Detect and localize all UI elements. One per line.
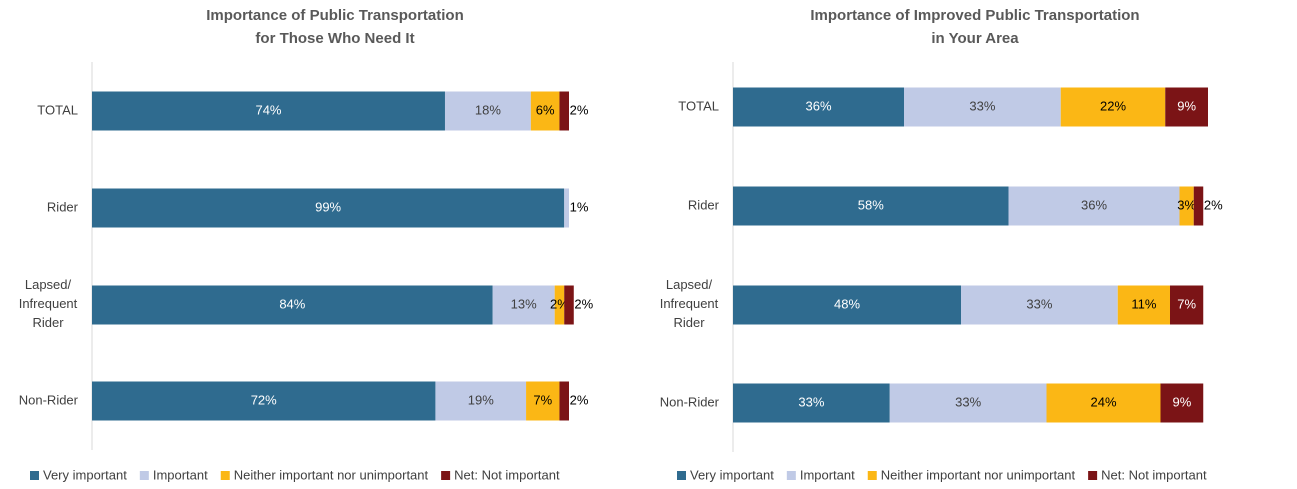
bar-segment [733, 383, 890, 423]
bar-segment [1193, 186, 1204, 226]
legend-swatch [867, 471, 877, 480]
category-label: Lapsed/Infrequent Rider [19, 277, 78, 330]
value-label: 7% [1177, 296, 1196, 311]
bar-segment [530, 91, 560, 131]
legend-label: Neither important nor unimportant [234, 467, 429, 482]
value-label: 3% [1177, 197, 1196, 212]
value-label: 11% [1131, 296, 1156, 311]
category-label: TOTAL [678, 98, 719, 113]
value-label: 2% [570, 102, 589, 117]
value-label: 13% [511, 296, 537, 311]
value-label: 19% [468, 392, 494, 407]
category-label: Non-Rider [19, 392, 79, 407]
bar-segment [559, 381, 569, 421]
category-label: Non-Rider [660, 394, 720, 409]
category-label: TOTAL [37, 102, 78, 117]
bar-segment [92, 188, 565, 228]
bar-segment [526, 381, 560, 421]
bar-segment [564, 285, 574, 325]
bar-segment [1117, 285, 1170, 325]
value-label: 33% [1026, 296, 1052, 311]
bar-segment [733, 285, 961, 325]
bar-segment [1160, 383, 1204, 423]
bar-segment [1170, 285, 1204, 325]
value-label: 7% [533, 392, 552, 407]
legend-label: Very important [690, 467, 774, 482]
chart-title: Importance of Improved Public Transporta… [810, 7, 1139, 24]
bar-segment [889, 383, 1047, 423]
value-label: 2% [1204, 197, 1223, 212]
bar-segment [961, 285, 1118, 325]
bar-segment [733, 87, 904, 127]
value-label: 99% [315, 199, 341, 214]
legend-label: Important [153, 467, 208, 482]
legend-label: Net: Not important [454, 467, 560, 482]
value-label: 33% [798, 394, 824, 409]
bar-segment [92, 91, 445, 131]
category-label: Lapsed/Infrequent Rider [660, 277, 719, 330]
bar-segment [1008, 186, 1180, 226]
legend-label: Neither important nor unimportant [881, 467, 1076, 482]
bar-segment [435, 381, 527, 421]
value-label: 24% [1090, 394, 1116, 409]
value-label: 72% [251, 392, 277, 407]
bar-segment [904, 87, 1061, 127]
value-label: 36% [1081, 197, 1107, 212]
bar-segment [1179, 186, 1194, 226]
bar-segment [1060, 87, 1166, 127]
legend-swatch [786, 471, 796, 480]
legend-label: Very important [43, 467, 127, 482]
legend-swatch [1088, 471, 1098, 480]
legend-swatch [139, 471, 149, 480]
bar-segment [92, 285, 493, 325]
legend-swatch [30, 471, 39, 480]
bar-segment [1165, 87, 1208, 127]
chart-title: for Those Who Need It [255, 30, 414, 47]
legend-swatch [441, 471, 451, 480]
bar-segment [1046, 383, 1161, 423]
bar-segment [564, 188, 569, 228]
value-label: 48% [834, 296, 860, 311]
legend-label: Net: Not important [1101, 467, 1207, 482]
value-label: 2% [570, 392, 589, 407]
bar-segment [492, 285, 555, 325]
value-label: 58% [858, 197, 884, 212]
legend-label: Important [800, 467, 855, 482]
value-label: 84% [279, 296, 305, 311]
value-label: 36% [805, 98, 831, 113]
bar-segment [733, 186, 1009, 226]
value-label: 18% [475, 102, 501, 117]
value-label: 9% [1172, 394, 1191, 409]
bar-segment [554, 285, 565, 325]
chart-title: in Your Area [931, 30, 1019, 47]
value-label: 2% [574, 296, 593, 311]
legend-swatch [220, 471, 230, 480]
value-label: 33% [969, 98, 995, 113]
bar-segment [559, 91, 569, 131]
bar-segment [444, 91, 531, 131]
category-label: Rider [688, 197, 720, 212]
value-label: 1% [570, 199, 589, 214]
category-label: Rider [47, 199, 79, 214]
bar-segment [92, 381, 436, 421]
value-label: 74% [255, 102, 281, 117]
legend-swatch [677, 471, 686, 480]
value-label: 9% [1177, 98, 1196, 113]
value-label: 33% [955, 394, 981, 409]
value-label: 22% [1100, 98, 1126, 113]
chart-title: Importance of Public Transportation [206, 7, 464, 24]
value-label: 6% [536, 102, 555, 117]
